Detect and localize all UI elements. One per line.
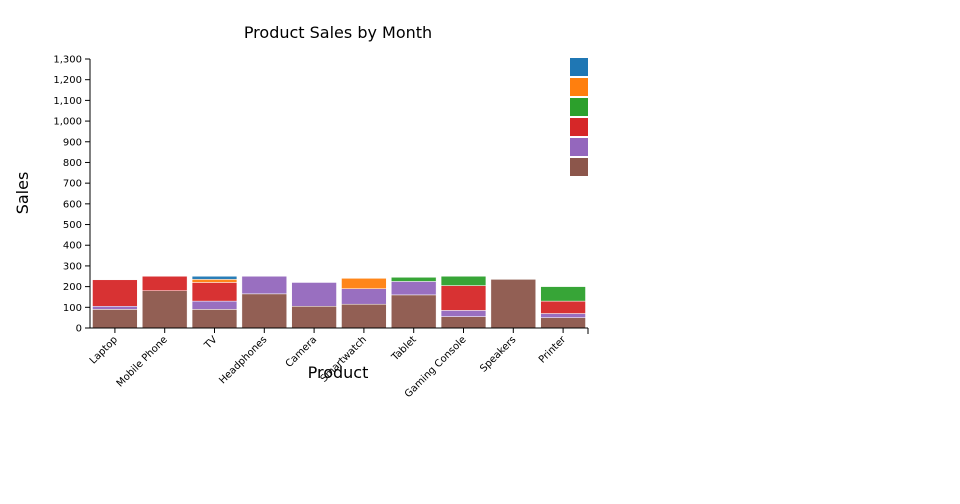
- bar-segment: [540, 317, 586, 329]
- bars-layer: [92, 276, 586, 329]
- bar-segment: [241, 276, 287, 295]
- bar-segment: [241, 293, 287, 329]
- bar-segment: [92, 306, 138, 310]
- y-axis-title: Sales: [13, 172, 32, 215]
- y-tick-label: 100: [63, 303, 82, 314]
- legend-swatch[interactable]: [570, 58, 588, 76]
- x-tick-label: Printer: [537, 334, 569, 366]
- bar-segment: [191, 309, 238, 329]
- y-tick-label: 1,100: [53, 96, 82, 107]
- y-axis: 0 100 200 300 400 500 600 700 800 900 1,000 1,100 1,…: [53, 55, 91, 335]
- x-tick-label: Speakers: [478, 334, 518, 374]
- y-tick-label: 800: [63, 158, 82, 169]
- bar-segment: [142, 290, 188, 329]
- x-tick-label: Mobile Phone: [115, 334, 170, 389]
- bar-segment: [540, 313, 586, 318]
- bar-segment: [92, 279, 138, 307]
- bar-segment: [92, 309, 138, 329]
- y-tick-label: 1,200: [53, 75, 82, 86]
- bar-segment: [391, 277, 437, 282]
- x-tick-label: Tablet: [389, 334, 419, 364]
- bar-segment: [440, 310, 487, 317]
- legend-swatch[interactable]: [570, 98, 588, 116]
- bar-segment: [191, 300, 238, 310]
- bar-segment: [341, 288, 387, 305]
- legend-swatch[interactable]: [570, 158, 588, 176]
- y-tick-label: 900: [63, 137, 82, 148]
- y-tick-label: 0: [76, 324, 82, 335]
- y-tick-label: 600: [63, 199, 82, 210]
- legend-swatch[interactable]: [570, 118, 588, 136]
- x-tick-label: TV: [202, 334, 220, 352]
- y-tick-label: 1,000: [53, 117, 82, 128]
- bar-segment: [291, 282, 337, 307]
- bar-segment: [391, 281, 437, 296]
- bar-segment: [490, 279, 536, 329]
- x-axis-title: Product: [308, 363, 369, 382]
- y-tick-label: 200: [63, 282, 82, 293]
- bar-segment: [440, 316, 487, 329]
- x-tick-label: Headphones: [217, 334, 269, 386]
- bar-segment: [291, 306, 337, 329]
- bar-segment: [540, 286, 586, 302]
- bar-segment: [191, 279, 238, 283]
- bar-segment: [191, 276, 238, 280]
- legend-swatch[interactable]: [570, 138, 588, 156]
- bar-segment: [391, 294, 437, 329]
- bar-segment: [540, 300, 586, 314]
- legend-swatch[interactable]: [570, 78, 588, 96]
- y-tick-label: 500: [63, 220, 82, 231]
- bar-segment: [341, 303, 387, 329]
- bar-segment: [440, 276, 487, 286]
- chart-title: Product Sales by Month: [244, 23, 432, 42]
- y-tick-label: 300: [63, 261, 82, 272]
- y-tick-label: 700: [63, 179, 82, 190]
- bar-segment: [191, 282, 238, 302]
- legend: [570, 58, 588, 176]
- y-tick-label: 400: [63, 241, 82, 252]
- x-tick-label: Laptop: [88, 334, 120, 366]
- bar-segment: [341, 278, 387, 289]
- bar-segment: [440, 285, 487, 311]
- bar-segment: [142, 276, 188, 292]
- y-tick-label: 1,300: [53, 55, 82, 66]
